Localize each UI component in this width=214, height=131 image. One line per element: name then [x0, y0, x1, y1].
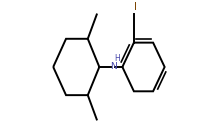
Text: N: N — [110, 62, 117, 72]
Text: H: H — [114, 53, 120, 62]
Text: I: I — [134, 2, 137, 12]
